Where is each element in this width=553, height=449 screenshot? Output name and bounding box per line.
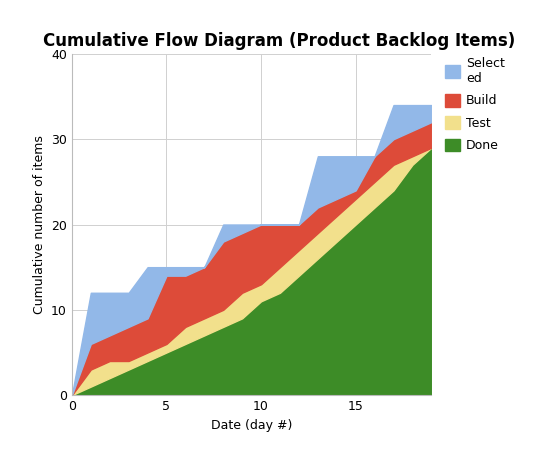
Text: Cumulative Flow Diagram (Product Backlog Items): Cumulative Flow Diagram (Product Backlog… — [43, 31, 515, 49]
X-axis label: Date (day #): Date (day #) — [211, 418, 293, 431]
Legend: Select
ed, Build, Test, Done: Select ed, Build, Test, Done — [441, 53, 509, 156]
Y-axis label: Cumulative number of items: Cumulative number of items — [33, 135, 45, 314]
